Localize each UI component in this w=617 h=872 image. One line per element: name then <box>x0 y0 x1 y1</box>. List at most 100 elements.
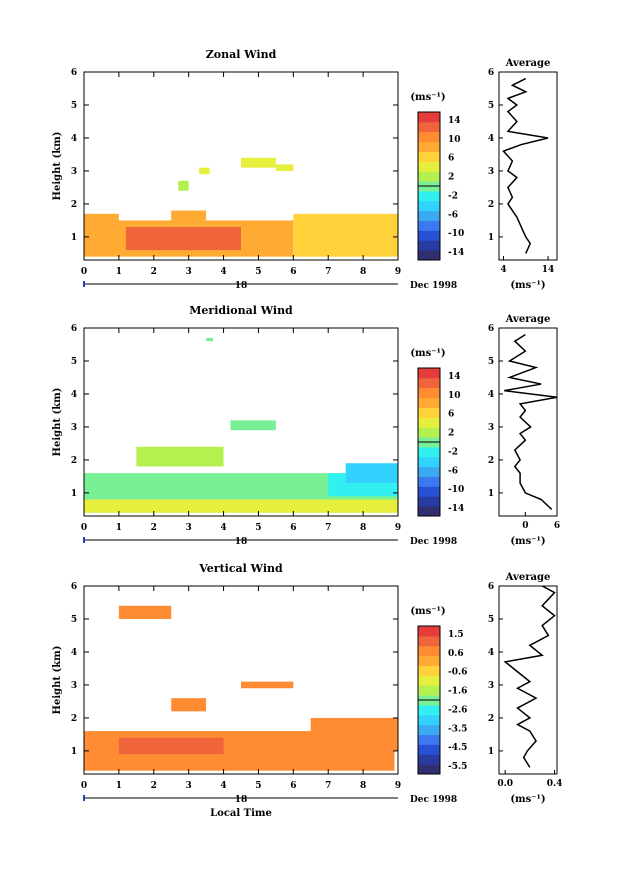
y-tick-label: 1 <box>71 233 77 243</box>
profile-x-tick-label: 0.0 <box>497 779 513 789</box>
profile-y-tick-label: 5 <box>488 101 494 111</box>
colorbar-tick-label: 6 <box>448 410 454 420</box>
profile-y-tick-label: 1 <box>488 747 494 757</box>
profile-frame <box>498 327 558 517</box>
x-tick-label: 6 <box>290 267 296 277</box>
colorbar-swatch <box>418 397 440 408</box>
heatmap-cell <box>345 463 398 484</box>
plot-frame <box>83 327 399 517</box>
y-tick-label: 5 <box>71 615 77 625</box>
y-tick-label: 6 <box>71 324 77 334</box>
profile-y-tick-label: 4 <box>488 134 494 144</box>
y-tick-label: 2 <box>71 456 77 466</box>
colorbar-swatch <box>418 754 440 765</box>
y-tick-label: 3 <box>71 681 77 691</box>
x-tick-label: 7 <box>325 523 331 533</box>
x-tick-label: 1 <box>116 781 122 791</box>
x-tick-label: 0 <box>81 781 87 791</box>
heatmap-cell <box>275 164 294 171</box>
chart-title: Vertical Wind <box>198 562 283 575</box>
colorbar-swatch <box>418 764 440 775</box>
heatmap-cell <box>293 213 398 257</box>
profile-y-tick-label: 2 <box>488 714 494 724</box>
heatmap-cell <box>199 167 210 175</box>
heatmap-cell <box>171 210 207 221</box>
x-tick-label: 1 <box>116 523 122 533</box>
profile-x-tick-label: 6 <box>554 521 560 531</box>
plot-frame <box>83 585 399 775</box>
colorbar-tick-label: -4.5 <box>448 743 467 753</box>
colorbar-swatch <box>418 407 440 418</box>
colorbar-swatch <box>418 714 440 726</box>
chart-title: Zonal Wind <box>206 48 277 61</box>
colorbar-swatch <box>418 466 440 478</box>
profile-x-tick-label: 0 <box>522 521 528 531</box>
heatmap-cell <box>118 605 172 619</box>
colorbar-swatch <box>418 655 440 666</box>
profile-title: Average <box>505 314 551 325</box>
profile-line <box>504 333 558 510</box>
x-tick-label: 5 <box>255 267 261 277</box>
colorbar-swatch <box>418 112 440 123</box>
colorbar-tick-label: -3.5 <box>448 724 467 734</box>
x-tick-label: 3 <box>186 267 192 277</box>
profile-y-tick-label: 1 <box>488 489 494 499</box>
colorbar-swatch <box>418 685 440 696</box>
x-tick-label: 2 <box>151 781 157 791</box>
x-tick-label: 4 <box>220 267 226 277</box>
x-tick-label: 6 <box>290 781 296 791</box>
colorbar-swatch <box>418 210 440 222</box>
y-tick-label: 6 <box>71 582 77 592</box>
colorbar-swatch <box>418 200 440 212</box>
profile-frame <box>498 71 558 261</box>
profile-y-tick-label: 2 <box>488 200 494 210</box>
colorbar-swatch <box>418 427 440 438</box>
colorbar-tick-label: -14 <box>448 248 464 258</box>
profile-y-tick-label: 6 <box>488 68 494 78</box>
date-label: Dec 1998 <box>410 537 457 547</box>
x-tick-label: 8 <box>360 523 366 533</box>
colorbar-tick-label: 10 <box>448 391 461 401</box>
x-tick-label: 1 <box>116 267 122 277</box>
heatmap-cell <box>125 227 241 251</box>
x-tick-label: 5 <box>255 781 261 791</box>
profile-y-tick-label: 4 <box>488 648 494 658</box>
colorbar-tick-label: 10 <box>448 135 461 145</box>
date-label: Dec 1998 <box>410 281 457 291</box>
colorbar-swatch <box>418 645 440 657</box>
y-axis-label: Height (km) <box>52 132 63 201</box>
colorbar-tick-label: -0.6 <box>448 668 467 678</box>
y-axis-label: Height (km) <box>52 646 63 715</box>
colorbar-tick-label: -2 <box>448 447 458 457</box>
date-label: Dec 1998 <box>410 795 457 805</box>
colorbar-swatch <box>418 446 440 458</box>
profile-title: Average <box>505 58 551 69</box>
colorbar-swatch <box>418 190 440 202</box>
profile-line <box>502 77 549 254</box>
profile-x-label: (ms⁻¹) <box>510 280 545 291</box>
profile-y-tick-label: 4 <box>488 390 494 400</box>
date-day: 18 <box>235 281 248 291</box>
colorbar-swatch <box>418 240 440 251</box>
colorbar-swatch <box>418 121 440 133</box>
heatmap-cell <box>230 420 276 431</box>
colorbar-swatch <box>418 704 440 716</box>
y-tick-label: 5 <box>71 357 77 367</box>
y-tick-label: 4 <box>71 134 77 144</box>
profile-y-tick-label: 6 <box>488 582 494 592</box>
colorbar-tick-label: -14 <box>448 504 464 514</box>
colorbar-tick-label: -5.5 <box>448 762 467 772</box>
heatmap-cell <box>206 337 214 342</box>
x-tick-label: 2 <box>151 523 157 533</box>
colorbar-swatch <box>418 151 440 162</box>
colorbar-tick-label: 14 <box>448 372 461 382</box>
colorbar-swatch <box>418 506 440 517</box>
x-axis-label: Local Time <box>210 808 272 819</box>
x-tick-label: 2 <box>151 267 157 277</box>
profile-x-label: (ms⁻¹) <box>510 794 545 805</box>
colorbar-swatch <box>418 724 440 736</box>
heatmap-cell <box>118 737 224 755</box>
y-tick-label: 2 <box>71 200 77 210</box>
colorbar-unit-label: (ms⁻¹) <box>410 606 445 617</box>
